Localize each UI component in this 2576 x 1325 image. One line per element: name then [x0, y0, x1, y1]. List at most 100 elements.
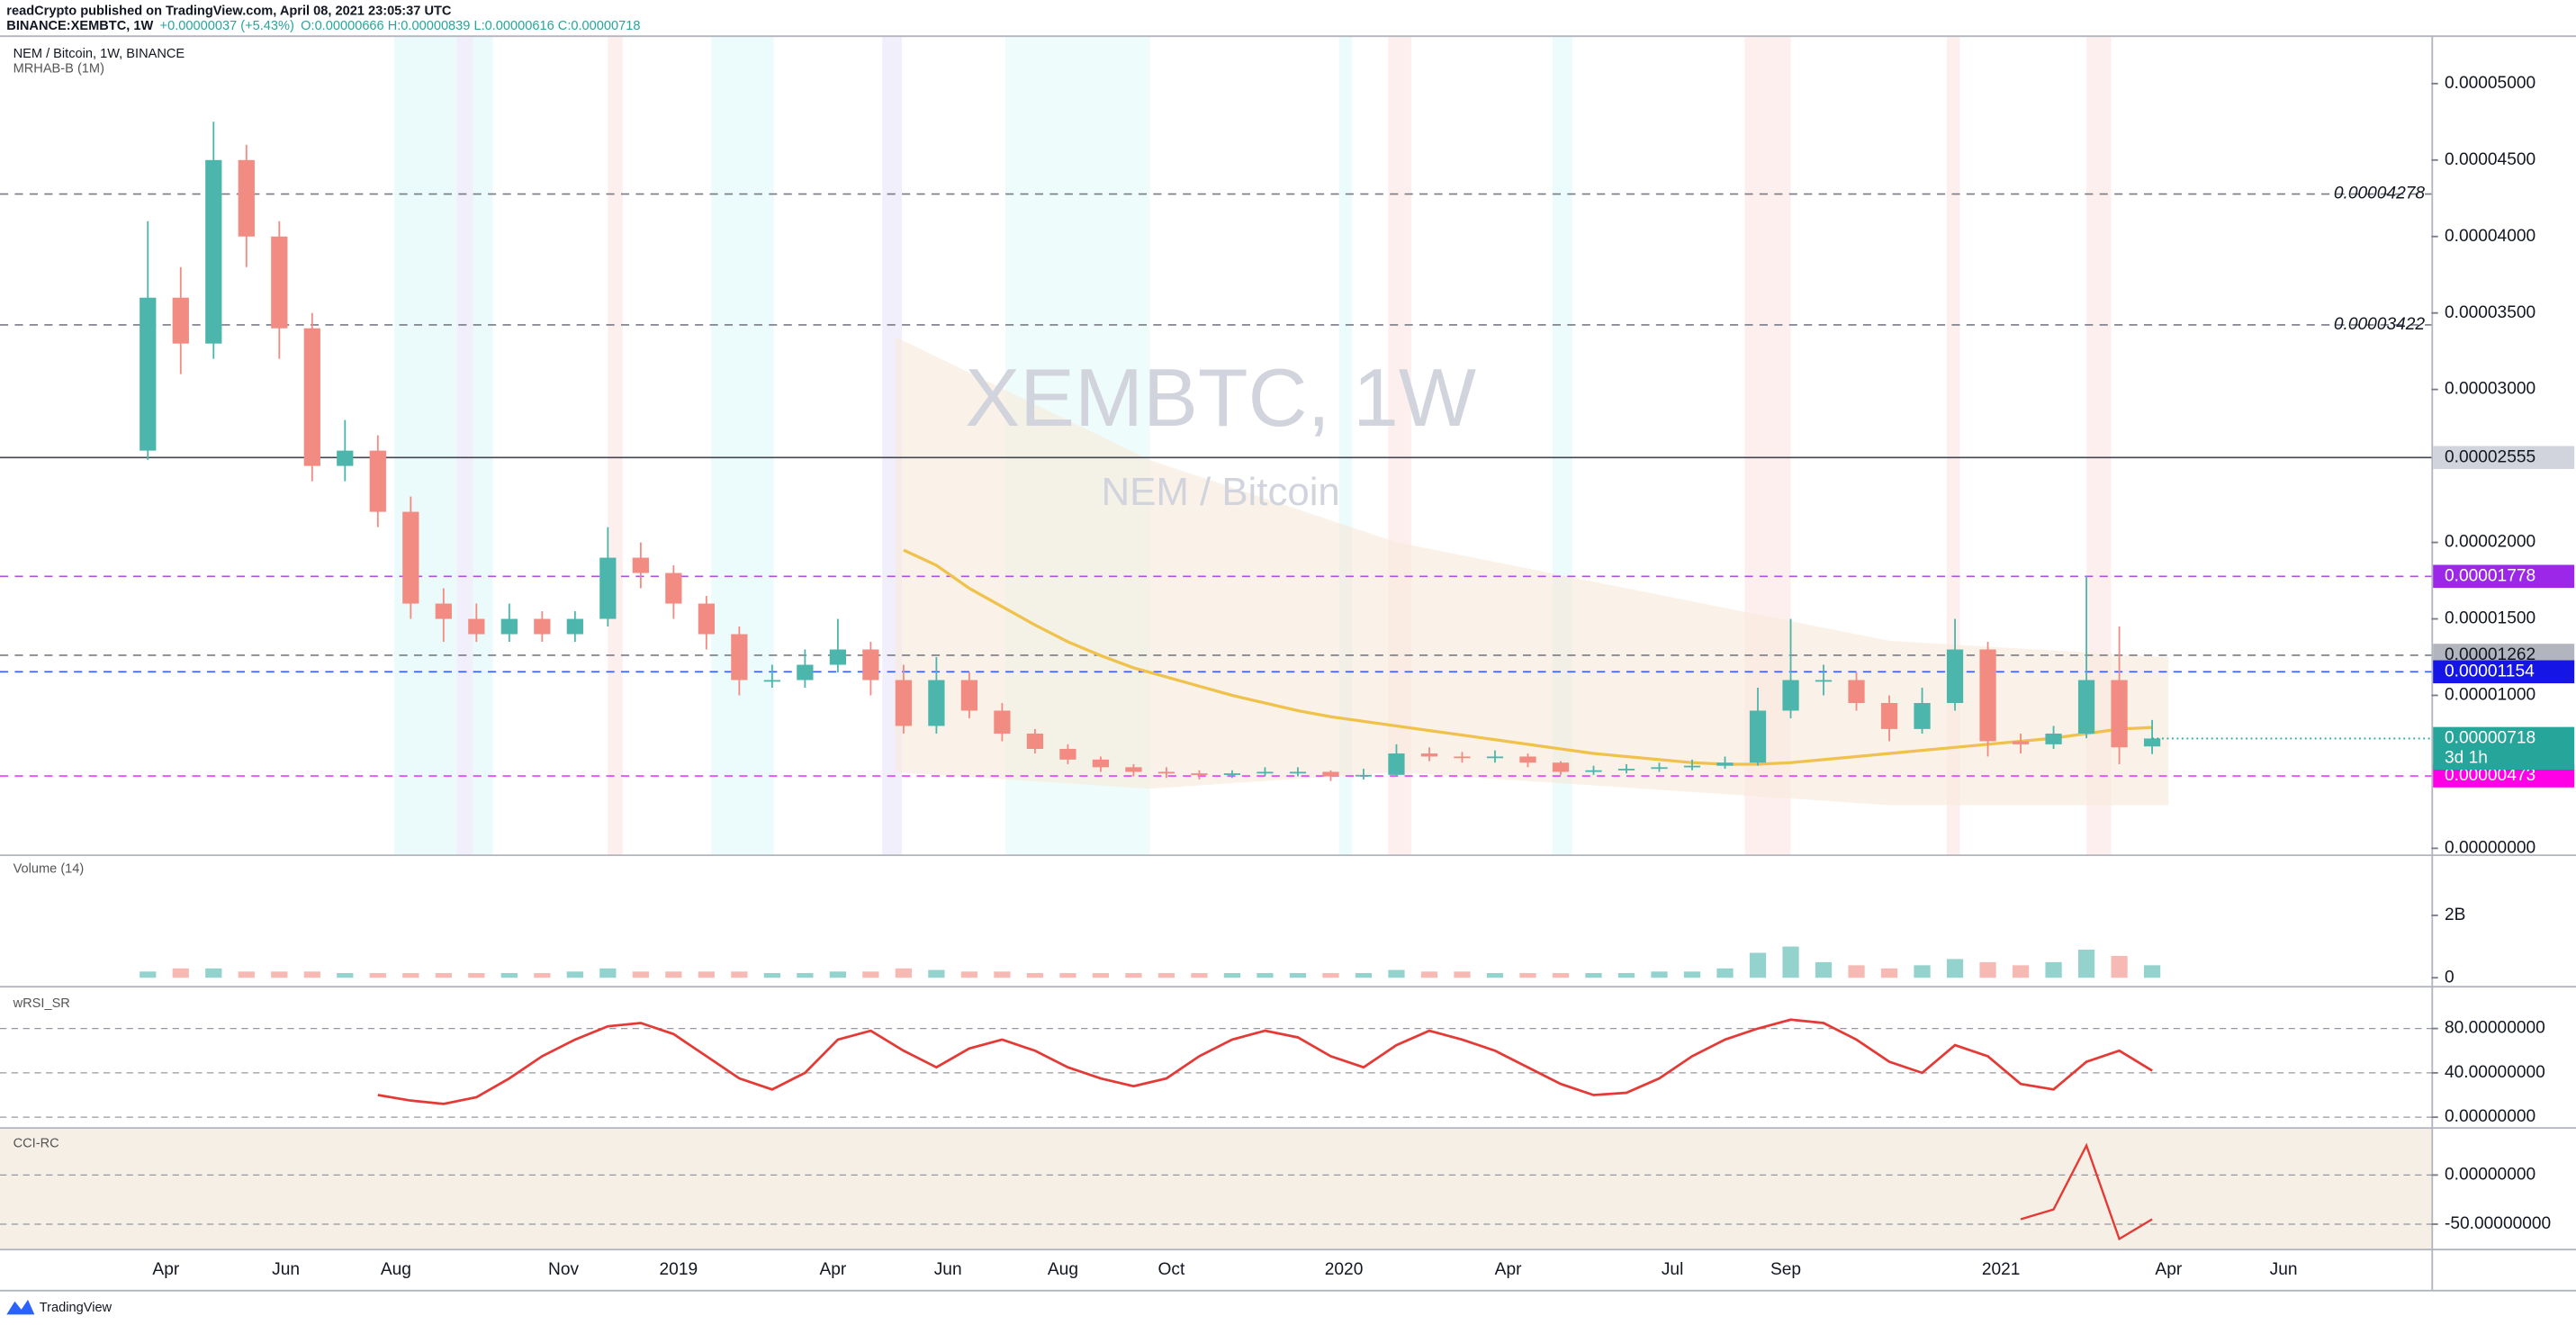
- x-tick-label: Aug: [1048, 1260, 1078, 1279]
- candle-body: [1979, 649, 1996, 742]
- volume-bar: [960, 971, 978, 978]
- candle-body: [1256, 771, 1274, 774]
- candle-body: [1716, 762, 1734, 766]
- y-tick-label: 0.00001000: [2445, 686, 2535, 705]
- level-label-bg: [2433, 564, 2575, 589]
- candle-body: [2077, 680, 2095, 734]
- indicator-title: MRHAB-B (1M): [14, 62, 104, 77]
- y-tick-label: 0.00001500: [2445, 609, 2535, 628]
- candle-body: [665, 572, 682, 604]
- volume-bar: [500, 973, 518, 978]
- candle-body: [731, 634, 748, 681]
- volume-bar: [2012, 965, 2030, 978]
- candle-body: [1519, 756, 1536, 763]
- cci-title: CCI-RC: [14, 1136, 59, 1150]
- y-tick-label: 0.00003000: [2445, 380, 2535, 399]
- candle-body: [369, 450, 386, 512]
- indicator-line: [903, 548, 2153, 766]
- volume-bar: [534, 973, 551, 978]
- volume-bar: [1026, 973, 1044, 978]
- candle-body: [1420, 753, 1438, 757]
- candle-body: [500, 618, 518, 635]
- candle-body: [172, 297, 189, 344]
- x-tick-label: Sep: [1770, 1260, 1801, 1279]
- volume-bar: [1388, 969, 1405, 978]
- level-label: 0.00001778: [2445, 566, 2535, 585]
- x-tick-label: Aug: [381, 1260, 411, 1279]
- volume-bar: [1289, 973, 1307, 978]
- volume-bar: [797, 973, 814, 978]
- y-tick-label: 0.00005000: [2445, 74, 2535, 93]
- candle-body: [1223, 773, 1241, 775]
- volume-bar: [238, 971, 255, 978]
- candle-body: [895, 680, 913, 726]
- volume-bar: [1454, 971, 1471, 978]
- x-tick-label: 2019: [660, 1260, 698, 1279]
- candle-body: [862, 649, 879, 681]
- volume-bar: [665, 971, 682, 978]
- volume-bar: [1059, 973, 1076, 978]
- y-tick-label: 0.00004000: [2445, 227, 2535, 246]
- last-price-bg: [2433, 726, 2575, 771]
- level-label-bg: [2433, 660, 2575, 684]
- volume-bar: [402, 973, 419, 978]
- candle-body: [797, 664, 814, 681]
- candle-body: [1191, 773, 1208, 775]
- y-tick-label: 0.00000000: [2445, 1165, 2535, 1184]
- x-tick-label: Jun: [272, 1260, 300, 1279]
- candle-body: [140, 297, 157, 451]
- candle-body: [1026, 733, 1044, 749]
- y-tick-label: -50.00000000: [2445, 1214, 2551, 1233]
- y-tick-label: 0: [2445, 968, 2454, 987]
- indicator-line: [2020, 1142, 2153, 1241]
- candle-body: [271, 236, 288, 329]
- candle-body: [698, 603, 715, 635]
- x-tick-label: Jul: [1662, 1260, 1683, 1279]
- x-tick-label: Jun: [2270, 1260, 2298, 1279]
- highlight-band: [394, 36, 493, 855]
- volume-bar: [140, 971, 157, 978]
- candle-body: [1486, 756, 1504, 759]
- candle-body: [1683, 765, 1701, 768]
- volume-bar: [698, 971, 715, 978]
- level-label: 0.00004278: [2334, 185, 2426, 203]
- cci-background: [0, 1129, 2432, 1249]
- candle-body: [1289, 771, 1307, 774]
- volume-bar: [1519, 973, 1536, 978]
- logo: [6, 1299, 35, 1315]
- footer-logo: [6, 1299, 35, 1315]
- chart-title: NEM / Bitcoin, 1W, BINANCE: [14, 47, 185, 61]
- y-tick-label: 80.00000000: [2445, 1019, 2545, 1038]
- candle-body: [468, 618, 485, 635]
- x-tick-label: Apr: [819, 1260, 846, 1279]
- y-tick-label: 40.00000000: [2445, 1063, 2545, 1082]
- candle-body: [566, 618, 583, 635]
- volume-bar: [1552, 973, 1570, 978]
- candle-body: [2045, 733, 2062, 744]
- candle-body: [1157, 771, 1175, 774]
- publisher: readCrypto published on TradingView.com,…: [6, 5, 452, 19]
- volume-bar: [1355, 973, 1373, 978]
- candle-body: [1617, 769, 1635, 771]
- candle-body: [2012, 741, 2030, 744]
- volume-bar: [1223, 973, 1241, 978]
- indicator-line: [377, 1018, 2153, 1105]
- candle-body: [2111, 680, 2128, 748]
- symbol-line: BINANCE:XEMBTC, 1W +0.00000037 (+5.43%) O:…: [6, 19, 640, 33]
- volume-bar: [566, 971, 583, 978]
- volume-bar: [1716, 968, 1734, 978]
- candle-body: [1651, 767, 1668, 770]
- x-tick-label: Oct: [1158, 1260, 1185, 1279]
- volume-bar: [1782, 946, 1799, 978]
- separators: [0, 35, 2576, 1292]
- volume-bar: [731, 971, 748, 978]
- volume-bar: [1256, 973, 1274, 978]
- rsi-title: wRSI_SR: [13, 996, 70, 1011]
- volume-bar: [1880, 968, 1898, 978]
- candle-body: [238, 159, 255, 237]
- candle-body: [1946, 649, 1964, 703]
- candle-body: [632, 557, 649, 573]
- volume-bar: [2143, 965, 2161, 978]
- symbol: BINANCE:XEMBTC, 1W: [6, 19, 153, 33]
